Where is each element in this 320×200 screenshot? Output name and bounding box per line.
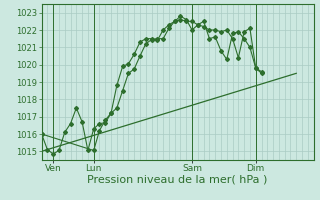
X-axis label: Pression niveau de la mer( hPa ): Pression niveau de la mer( hPa ) (87, 175, 268, 185)
